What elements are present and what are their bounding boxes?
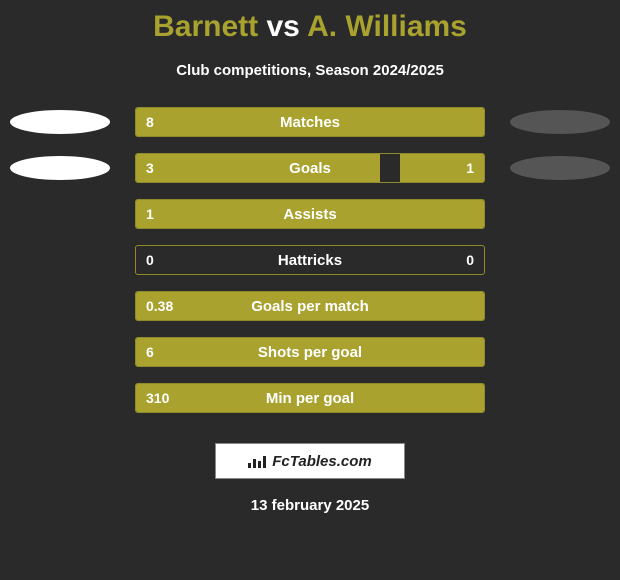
- stat-label: Hattricks: [136, 246, 484, 274]
- bar-left: [136, 108, 484, 136]
- bar-left: [136, 200, 484, 228]
- player1-marker-icon: [10, 110, 110, 134]
- bar-left: [136, 338, 484, 366]
- bar-left: [136, 384, 484, 412]
- comparison-chart: 8 Matches 3 Goals 1 1 Assists: [0, 99, 620, 421]
- brand-text: FcTables.com: [272, 453, 371, 470]
- stat-row-shots-per-goal: 6 Shots per goal: [0, 329, 620, 375]
- stat-row-goals-per-match: 0.38 Goals per match: [0, 283, 620, 329]
- player2-name: A. Williams: [307, 10, 467, 43]
- stat-row-matches: 8 Matches: [0, 99, 620, 145]
- player2-marker-icon: [510, 110, 610, 134]
- bar-track: 6 Shots per goal: [135, 337, 485, 367]
- subtitle: Club competitions, Season 2024/2025: [0, 62, 620, 79]
- bar-left: [136, 292, 484, 320]
- vs-text: vs: [266, 10, 299, 43]
- stat-row-min-per-goal: 310 Min per goal: [0, 375, 620, 421]
- bar-track: 1 Assists: [135, 199, 485, 229]
- bar-left: [136, 154, 380, 182]
- footer-date: 13 february 2025: [0, 497, 620, 514]
- player1-marker-icon: [10, 156, 110, 180]
- player2-marker-icon: [510, 156, 610, 180]
- stat-row-assists: 1 Assists: [0, 191, 620, 237]
- brand-logo: FcTables.com: [215, 443, 405, 479]
- player1-name: Barnett: [153, 10, 258, 43]
- stat-row-hattricks: 0 Hattricks 0: [0, 237, 620, 283]
- comparison-title: Barnett vs A. Williams: [0, 0, 620, 44]
- bar-track: 8 Matches: [135, 107, 485, 137]
- bar-track: 0 Hattricks 0: [135, 245, 485, 275]
- stat-value-left: 0: [146, 246, 154, 274]
- stat-row-goals: 3 Goals 1: [0, 145, 620, 191]
- bar-track: 3 Goals 1: [135, 153, 485, 183]
- bar-chart-icon: [248, 454, 266, 468]
- bar-right: [400, 154, 484, 182]
- bar-track: 310 Min per goal: [135, 383, 485, 413]
- bar-track: 0.38 Goals per match: [135, 291, 485, 321]
- stat-value-right: 0: [466, 246, 474, 274]
